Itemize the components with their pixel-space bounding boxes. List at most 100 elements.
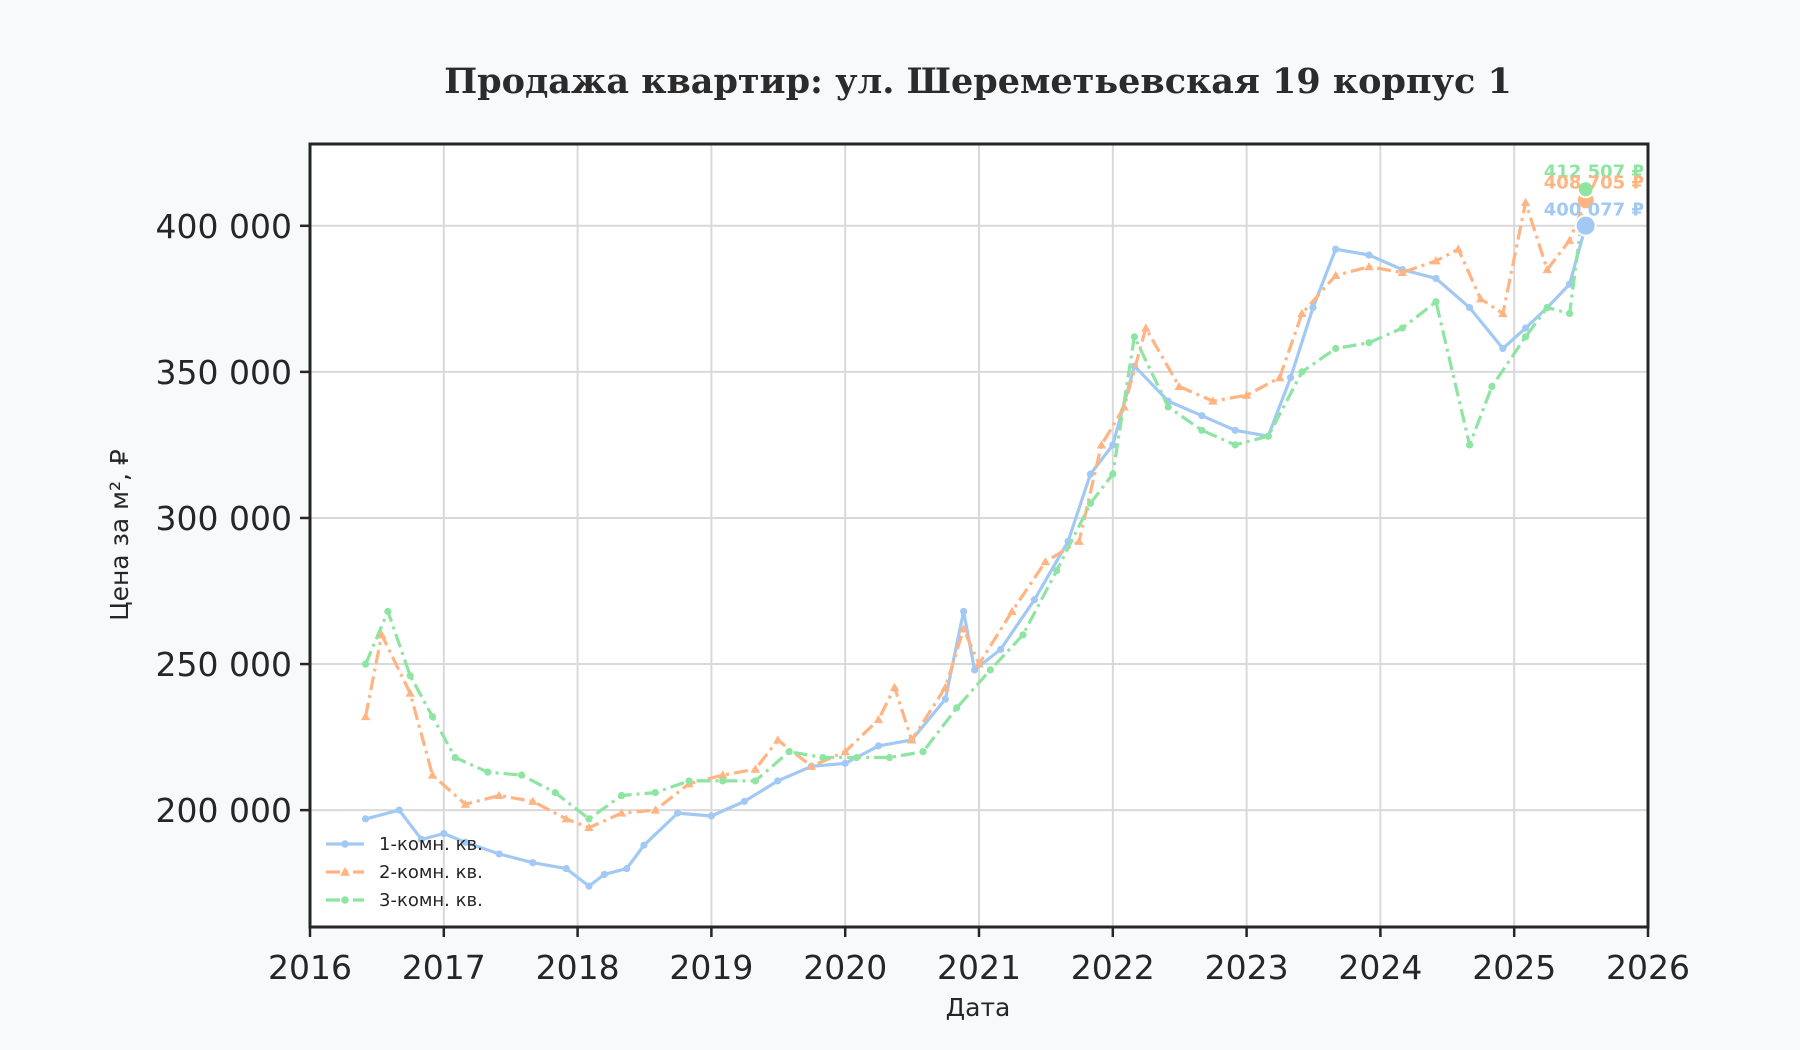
data-point [1332,245,1340,253]
data-point [1019,631,1027,639]
data-point [740,797,748,805]
data-point [874,742,883,750]
data-point [958,624,969,633]
data-point [971,666,979,674]
data-point [841,759,849,767]
x-axis-ticks: 2016 2017 2018 2019 2020 2021 2022 2023 2024 2025… [268,927,1690,987]
data-point [427,770,438,779]
data-point [885,753,894,762]
data-point [1432,298,1440,306]
end-point-marker [1574,214,1597,237]
data-point [1499,344,1507,353]
data-point [852,753,861,762]
series-3-room [361,185,1590,823]
data-point [1543,304,1551,312]
data-point [806,761,817,770]
data-point [360,711,371,721]
data-point [1231,441,1239,449]
data-point [460,799,471,808]
data-point [517,771,526,779]
data-point [551,789,559,797]
x-tick-label: 2020 [803,948,887,987]
data-point [773,735,783,744]
data-point [562,864,570,873]
data-point [974,659,984,668]
data-point [1264,432,1272,440]
data-point [719,777,727,785]
data-point [707,812,716,820]
data-point [494,790,504,800]
x-tick-label: 2016 [268,948,352,987]
data-point [616,808,627,817]
x-tick-label: 2025 [1472,948,1556,987]
data-point [417,835,426,843]
data-point [751,777,759,785]
data-point [395,806,403,814]
data-point [1074,536,1084,545]
data-point [1431,256,1441,265]
data-point [1007,606,1017,615]
data-point [617,791,626,800]
data-point [873,714,884,724]
x-tick-label: 2022 [1071,948,1155,987]
data-point [718,770,728,779]
data-point [750,764,761,773]
data-point [1198,426,1206,434]
data-point [1241,390,1252,399]
y-tick-label: 200 000 [156,791,292,830]
x-tick-label: 2018 [536,948,620,987]
series-lines [360,185,1591,890]
data-point [1498,308,1508,317]
end-labels: 412 507 ₽408 705 ₽ 400 077 ₽ [1544,161,1644,237]
data-point [1231,426,1239,434]
x-tick-label: 2023 [1205,948,1289,987]
data-point [529,859,537,867]
end-value-label: 408 705 ₽ [1544,172,1644,193]
data-point [461,838,470,846]
x-tick-label: 2026 [1606,948,1690,987]
y-axis-label: Цена за м², ₽ [105,449,134,621]
data-point [1565,309,1574,318]
data-point [1365,251,1373,259]
data-point [1542,264,1552,274]
data-point [941,695,949,703]
x-tick-label: 2024 [1338,948,1422,987]
data-point [405,688,415,697]
data-point [1086,499,1095,507]
data-point [650,805,660,814]
data-point [907,735,917,744]
data-point [1397,267,1408,277]
data-point [940,682,951,691]
end-value-label: 400 077 ₽ [1544,200,1644,221]
data-point [584,822,594,832]
data-point [785,748,793,756]
legend-marker [340,867,350,876]
data-point [1274,373,1285,382]
data-point [774,777,782,785]
end-value-label: 412 507 ₽ [1544,161,1644,182]
data-point [1040,557,1051,566]
data-point [986,666,994,674]
data-point [484,768,492,776]
data-point [361,815,370,823]
end-point-marker [1576,180,1595,199]
data-point [1109,470,1117,478]
data-point [1521,324,1530,332]
data-point [1030,596,1038,604]
data-point [600,870,608,879]
data-point [1297,308,1307,317]
y-tick-label: 400 000 [156,207,292,246]
data-point [1432,274,1440,282]
data-point [1565,280,1574,288]
data-point [1521,333,1530,341]
data-point [953,704,961,712]
data-point [1164,403,1172,411]
data-point [1130,333,1139,341]
data-point [1208,396,1218,405]
data-point [585,882,593,890]
legend-entry: 1-комн. кв. [326,834,483,855]
data-point [919,748,927,756]
legend-label: 1-комн. кв. [379,834,483,855]
data-point [1364,262,1374,271]
